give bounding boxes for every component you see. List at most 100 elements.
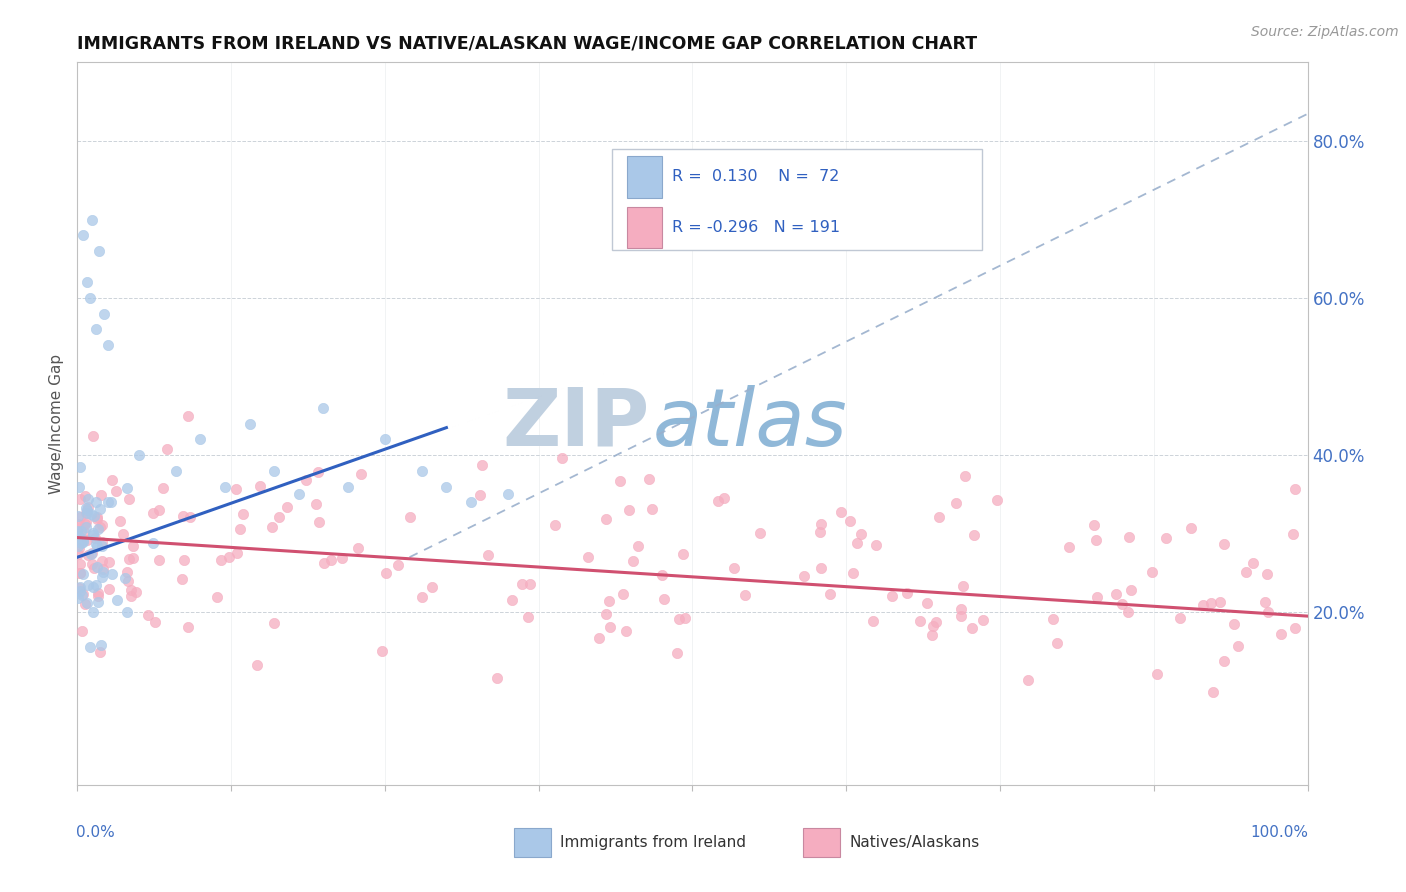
Point bbox=[70, 589, 93, 603]
Point bbox=[305, 497, 328, 511]
Point bbox=[87, 586, 110, 600]
Point bbox=[76, 276, 98, 290]
Point bbox=[908, 614, 931, 628]
Point bbox=[170, 572, 193, 586]
Point bbox=[793, 568, 815, 582]
Point bbox=[152, 482, 174, 496]
Point bbox=[76, 596, 98, 610]
Point bbox=[69, 510, 91, 524]
Point bbox=[229, 523, 252, 537]
Point bbox=[69, 492, 91, 507]
Point bbox=[949, 609, 972, 624]
Point bbox=[86, 510, 108, 524]
Point bbox=[830, 504, 852, 518]
Point bbox=[173, 553, 195, 567]
Point bbox=[810, 517, 832, 532]
Y-axis label: Wage/Income Gap: Wage/Income Gap bbox=[49, 353, 65, 494]
Point bbox=[1282, 526, 1305, 541]
Point bbox=[209, 553, 232, 567]
Point bbox=[89, 520, 111, 534]
Point bbox=[70, 624, 93, 639]
Point bbox=[963, 528, 986, 542]
Point bbox=[142, 506, 165, 520]
Point bbox=[66, 540, 89, 554]
Point bbox=[72, 533, 94, 548]
FancyBboxPatch shape bbox=[515, 829, 551, 857]
Point bbox=[818, 587, 841, 601]
Point bbox=[128, 448, 150, 462]
Point bbox=[839, 514, 862, 528]
Point bbox=[707, 493, 730, 508]
Point bbox=[617, 503, 640, 517]
Point bbox=[80, 547, 103, 561]
Point bbox=[188, 433, 212, 447]
Point bbox=[75, 506, 97, 520]
Point bbox=[115, 605, 138, 619]
Text: ZIP: ZIP bbox=[502, 384, 650, 463]
Point bbox=[75, 515, 97, 529]
Point bbox=[69, 557, 91, 571]
Point bbox=[89, 244, 111, 258]
Point bbox=[172, 509, 194, 524]
Point bbox=[91, 518, 114, 533]
Point bbox=[72, 566, 94, 581]
Point bbox=[72, 228, 94, 243]
Point bbox=[651, 568, 673, 582]
Point bbox=[89, 645, 111, 659]
Point bbox=[1118, 605, 1140, 619]
Text: Immigrants from Ireland: Immigrants from Ireland bbox=[560, 835, 745, 850]
Point bbox=[962, 621, 984, 635]
Point bbox=[72, 535, 94, 549]
Point bbox=[588, 632, 610, 646]
Point bbox=[249, 478, 271, 492]
Point bbox=[723, 561, 745, 575]
Point bbox=[921, 618, 943, 632]
Point bbox=[76, 503, 98, 517]
Text: R =  0.130    N =  72: R = 0.130 N = 72 bbox=[672, 169, 839, 185]
Point bbox=[82, 429, 104, 443]
Point bbox=[862, 614, 884, 628]
Text: IMMIGRANTS FROM IRELAND VS NATIVE/ALASKAN WAGE/INCOME GAP CORRELATION CHART: IMMIGRANTS FROM IRELAND VS NATIVE/ALASKA… bbox=[77, 35, 977, 53]
FancyBboxPatch shape bbox=[627, 156, 662, 198]
Point bbox=[952, 579, 974, 593]
Point bbox=[436, 479, 458, 493]
Point bbox=[66, 591, 89, 605]
Point bbox=[177, 409, 200, 424]
Point bbox=[915, 596, 938, 610]
Point bbox=[262, 520, 284, 534]
Point bbox=[67, 581, 90, 595]
Point bbox=[411, 464, 433, 478]
Point bbox=[294, 474, 316, 488]
Point bbox=[76, 506, 98, 520]
Point bbox=[330, 551, 353, 566]
Point bbox=[896, 586, 918, 600]
Point bbox=[76, 533, 98, 548]
Point bbox=[90, 638, 112, 652]
Point bbox=[924, 615, 946, 630]
Point bbox=[865, 538, 887, 552]
Text: 0.0%: 0.0% bbox=[76, 825, 115, 839]
Point bbox=[121, 583, 143, 598]
Point bbox=[1146, 667, 1168, 681]
Point bbox=[105, 593, 128, 607]
Point bbox=[69, 459, 91, 474]
Point bbox=[267, 509, 290, 524]
Text: Source: ZipAtlas.com: Source: ZipAtlas.com bbox=[1251, 25, 1399, 39]
Point bbox=[1085, 533, 1108, 548]
Point bbox=[312, 401, 335, 415]
Point bbox=[214, 479, 236, 493]
Point bbox=[239, 417, 262, 431]
Point bbox=[77, 491, 100, 506]
Point bbox=[420, 580, 443, 594]
Point bbox=[84, 537, 107, 551]
Point bbox=[82, 528, 104, 542]
Point bbox=[346, 541, 368, 555]
Point bbox=[1226, 639, 1249, 653]
Point bbox=[176, 620, 198, 634]
Point bbox=[1042, 612, 1064, 626]
Point bbox=[314, 556, 336, 570]
Point bbox=[246, 658, 269, 673]
Point bbox=[87, 590, 110, 604]
Point bbox=[179, 510, 201, 524]
Point bbox=[73, 597, 96, 611]
